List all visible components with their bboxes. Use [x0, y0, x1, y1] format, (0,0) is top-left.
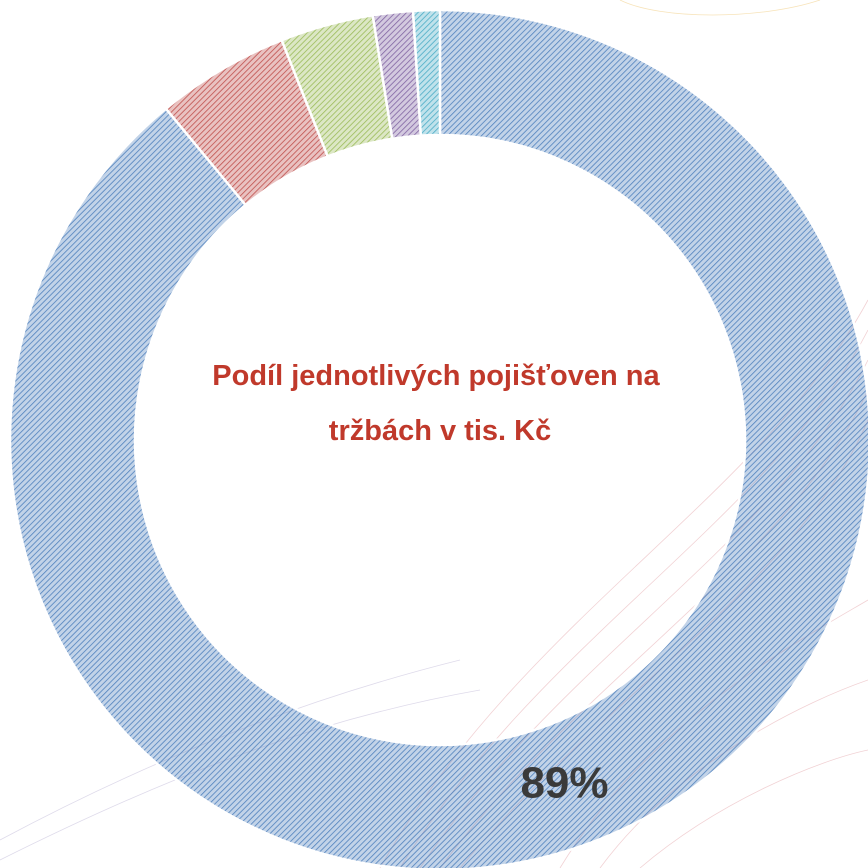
- chart: Podíl jednotlivých pojišťoven na tržbách…: [0, 0, 868, 868]
- chart-title: Podíl jednotlivých pojišťoven na tržbách…: [212, 360, 667, 447]
- data-label: 89%: [520, 758, 608, 807]
- title-line: tržbách v tis. Kč: [329, 415, 551, 447]
- title-line: Podíl jednotlivých pojišťoven na: [212, 360, 660, 392]
- swirl: [620, 0, 820, 15]
